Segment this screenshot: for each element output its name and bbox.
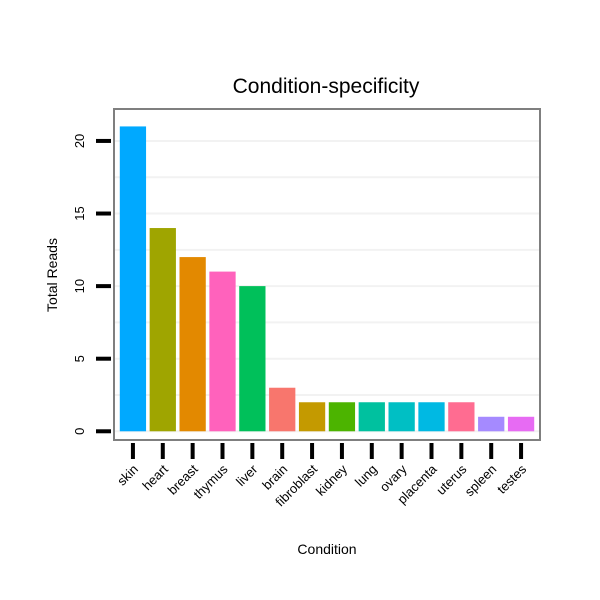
y-tick-label: 0	[72, 428, 87, 435]
bar-lung	[358, 402, 385, 432]
x-tick-label: skin	[114, 462, 141, 489]
x-tick-label: thymus	[190, 461, 231, 502]
bar-placenta	[418, 402, 445, 432]
y-tick-label: 10	[72, 279, 87, 293]
x-tick-label: lung	[352, 462, 380, 490]
bars	[119, 126, 535, 432]
bar-ovary	[388, 402, 415, 432]
grid-lines	[114, 139, 540, 433]
y-tick-label: 15	[72, 206, 87, 220]
y-tick-label: 5	[72, 355, 87, 362]
bar-uterus	[448, 402, 475, 432]
bar-kidney	[328, 402, 356, 432]
x-axis-label: Condition	[297, 541, 356, 557]
bar-thymus	[209, 271, 236, 432]
x-tick-label: liver	[233, 461, 261, 489]
bar-spleen	[478, 416, 505, 432]
y-tick-label: 20	[72, 134, 87, 148]
y-axis: 0 5 10 15 20	[72, 134, 111, 435]
y-axis-label: Total Reads	[44, 238, 60, 312]
chart-title: Condition-specificity	[233, 75, 420, 98]
bar-brain	[269, 387, 296, 432]
bar-testes	[507, 416, 535, 432]
x-tick-label: kidney	[313, 461, 351, 499]
bar-liver	[239, 286, 266, 432]
bar-fibroblast	[298, 402, 326, 432]
bar-heart	[149, 228, 176, 432]
bar-skin	[119, 126, 147, 432]
plot-panel	[113, 108, 541, 441]
x-tick-label: testes	[494, 461, 529, 496]
bar-breast	[179, 257, 206, 432]
x-tick-label: spleen	[462, 462, 500, 500]
